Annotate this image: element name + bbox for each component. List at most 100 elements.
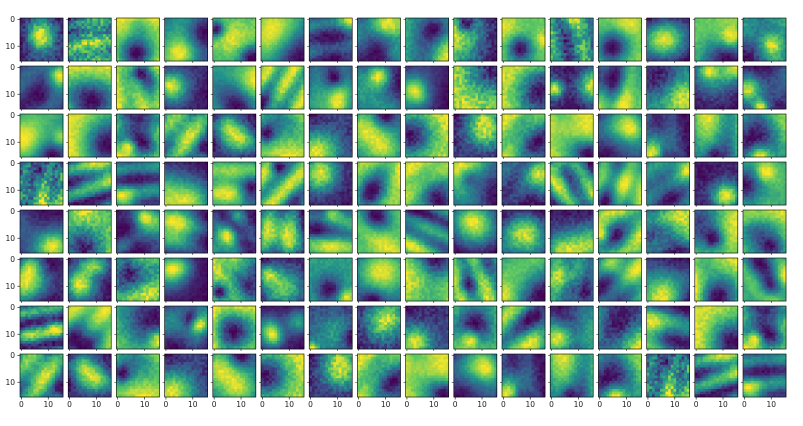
- heatmap-cell: [100, 87, 104, 91]
- heatmap-cell: [97, 100, 101, 104]
- heatmap-cell: [124, 31, 128, 35]
- heatmap-cell: [702, 50, 706, 54]
- heatmap-cell: [376, 50, 380, 54]
- heatmap-cell: [33, 47, 37, 51]
- heatmap-cell: [73, 28, 77, 32]
- heatmap-cell: [228, 26, 232, 30]
- heatmap-cell: [534, 39, 538, 43]
- heatmap-cell: [421, 52, 425, 56]
- heatmap-cell: [518, 39, 522, 43]
- heatmap-cell: [646, 31, 650, 35]
- heatmap-cell: [585, 50, 589, 54]
- heatmap-cell: [700, 52, 704, 56]
- heatmap-cell: [282, 58, 286, 62]
- heatmap-cell: [73, 76, 77, 80]
- heatmap-cell: [577, 50, 581, 54]
- heatmap-cell: [41, 34, 45, 38]
- heatmap-cell: [539, 50, 543, 54]
- heatmap-cell: [127, 47, 131, 51]
- heatmap-cell: [127, 90, 131, 94]
- heatmap-cell: [515, 34, 519, 38]
- heatmap-cell: [325, 52, 329, 56]
- heatmap-cell: [231, 26, 235, 30]
- heatmap-cell: [724, 31, 728, 35]
- heatmap-cell: [362, 26, 366, 30]
- heatmap-cell: [365, 50, 369, 54]
- heatmap-cell: [606, 50, 610, 54]
- heatmap-cell: [603, 34, 607, 38]
- heatmap-cell: [577, 31, 581, 35]
- heatmap-cell: [427, 28, 431, 32]
- heatmap-cell: [777, 34, 781, 38]
- heatmap-cell: [617, 55, 621, 59]
- heatmap-cell: [293, 42, 297, 46]
- heatmap-cell: [28, 106, 32, 110]
- heatmap-cell: [135, 92, 139, 96]
- heatmap-cell: [183, 36, 187, 40]
- heatmap-cell: [467, 18, 471, 22]
- heatmap-cell: [735, 18, 739, 22]
- heatmap-cell: [100, 100, 104, 104]
- heatmap-cell: [180, 42, 184, 46]
- heatmap-cell: [84, 84, 88, 88]
- heatmap-cell: [504, 31, 508, 35]
- heatmap-cell: [512, 18, 516, 22]
- heatmap-cell: [769, 58, 773, 62]
- heatmap-cell: [585, 34, 589, 38]
- heatmap-cell: [135, 68, 139, 72]
- heatmap-cell: [199, 39, 203, 43]
- heatmap-cell: [678, 34, 682, 38]
- heatmap-cell: [54, 95, 58, 99]
- heatmap-cell: [333, 26, 337, 30]
- heatmap-cell: [526, 20, 530, 24]
- heatmap-cell: [76, 50, 80, 54]
- heatmap-cell: [73, 71, 77, 75]
- heatmap-cell: [116, 52, 120, 56]
- heatmap-cell: [180, 47, 184, 51]
- heatmap-cell: [469, 28, 473, 32]
- heatmap-cell: [317, 39, 321, 43]
- heatmap-cell: [143, 26, 147, 30]
- heatmap-cell: [89, 103, 93, 107]
- heatmap-cell: [73, 92, 77, 96]
- heatmap-cell: [346, 50, 350, 54]
- heatmap-cell: [119, 39, 123, 43]
- heatmap-cell: [721, 20, 725, 24]
- heatmap-cell: [649, 23, 653, 27]
- heatmap-cell: [756, 18, 760, 22]
- heatmap-cell: [360, 18, 364, 22]
- heatmap-cell: [748, 55, 752, 59]
- heatmap-cell: [694, 47, 698, 51]
- heatmap-cell: [127, 50, 131, 54]
- heatmap-cell: [662, 52, 666, 56]
- heatmap-cell: [338, 47, 342, 51]
- heatmap-cell: [668, 20, 672, 24]
- heatmap-cell: [386, 55, 390, 59]
- heatmap-cell: [92, 58, 96, 62]
- heatmap-cell: [373, 58, 377, 62]
- heatmap-cell: [365, 39, 369, 43]
- heatmap-cell: [772, 20, 776, 24]
- heatmap-cell: [563, 18, 567, 22]
- heatmap-cell: [619, 34, 623, 38]
- heatmap-cell: [539, 44, 543, 48]
- heatmap-cell: [697, 39, 701, 43]
- heatmap-cell: [780, 58, 784, 62]
- heatmap-cell: [137, 39, 141, 43]
- heatmap-cell: [432, 44, 436, 48]
- heatmap-cell: [319, 34, 323, 38]
- heatmap-cell: [60, 90, 64, 94]
- heatmap-cell: [603, 52, 607, 56]
- heatmap-cell: [526, 55, 530, 59]
- heatmap-cell: [630, 18, 634, 22]
- heatmap-cell: [761, 34, 765, 38]
- heatmap-cell: [68, 39, 72, 43]
- heatmap-cell: [617, 50, 621, 54]
- heatmap-cell: [515, 50, 519, 54]
- heatmap-cell: [472, 34, 476, 38]
- heatmap-cell: [311, 42, 315, 46]
- heatmap-cell: [95, 100, 99, 104]
- heatmap-cell: [116, 18, 120, 22]
- heatmap-cell: [665, 18, 669, 22]
- heatmap-cell: [419, 20, 423, 24]
